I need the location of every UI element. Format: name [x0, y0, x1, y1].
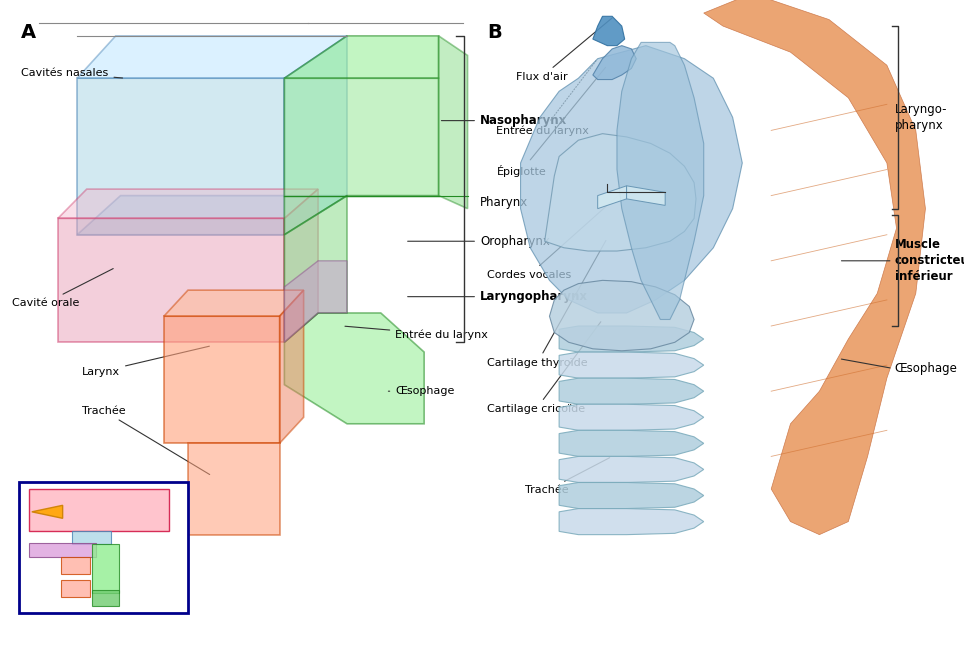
Polygon shape — [280, 290, 304, 443]
Text: Œsophage: Œsophage — [388, 386, 455, 396]
Polygon shape — [559, 326, 704, 352]
Polygon shape — [549, 280, 694, 351]
Text: Flux d'air: Flux d'air — [516, 18, 612, 82]
Text: Larynx: Larynx — [82, 346, 209, 377]
Text: Épiglotte: Épiglotte — [496, 67, 605, 177]
Polygon shape — [593, 46, 636, 80]
Polygon shape — [559, 378, 704, 404]
Text: Cordes vocales: Cordes vocales — [487, 194, 620, 280]
Polygon shape — [704, 0, 925, 535]
Text: Trachée: Trachée — [525, 458, 609, 496]
Text: Muscle
constricteur
inférieur: Muscle constricteur inférieur — [895, 238, 964, 284]
Bar — [29, 543, 96, 557]
Text: Entrée du larynx: Entrée du larynx — [345, 326, 488, 340]
Polygon shape — [188, 443, 280, 535]
Text: Cavité orale: Cavité orale — [12, 269, 113, 308]
Polygon shape — [164, 290, 304, 316]
Polygon shape — [559, 509, 704, 535]
Bar — [61, 580, 90, 597]
Polygon shape — [545, 134, 696, 251]
Text: Laryngopharynx: Laryngopharynx — [480, 290, 588, 303]
Bar — [61, 557, 90, 574]
Polygon shape — [284, 261, 347, 342]
Text: Cartilage cricoïde: Cartilage cricoïde — [487, 321, 601, 415]
Polygon shape — [77, 36, 347, 78]
Polygon shape — [284, 313, 424, 424]
Polygon shape — [439, 36, 468, 209]
Text: Pharynx: Pharynx — [480, 196, 528, 209]
Polygon shape — [77, 78, 284, 235]
Polygon shape — [521, 46, 742, 313]
Text: Laryngo-
pharynx: Laryngo- pharynx — [895, 103, 947, 132]
Polygon shape — [284, 189, 318, 342]
Text: Cartilage thyroïde: Cartilage thyroïde — [487, 241, 606, 368]
Bar — [72, 531, 111, 544]
Polygon shape — [593, 16, 625, 46]
Polygon shape — [58, 218, 284, 342]
Polygon shape — [559, 456, 704, 482]
Polygon shape — [617, 42, 704, 319]
Bar — [92, 544, 119, 593]
Polygon shape — [627, 186, 665, 205]
Bar — [92, 590, 119, 606]
Text: Œsophage: Œsophage — [895, 362, 957, 375]
Polygon shape — [284, 36, 439, 78]
Text: A: A — [21, 23, 37, 42]
Polygon shape — [284, 196, 347, 342]
Polygon shape — [284, 36, 347, 235]
Text: Cavités nasales: Cavités nasales — [21, 68, 122, 78]
Text: B: B — [487, 23, 501, 42]
Bar — [29, 489, 169, 531]
Text: Nasopharynx: Nasopharynx — [480, 114, 568, 127]
Polygon shape — [58, 189, 318, 218]
Text: Trachée: Trachée — [82, 406, 210, 475]
Polygon shape — [77, 196, 347, 235]
Polygon shape — [559, 430, 704, 456]
Polygon shape — [32, 505, 63, 518]
FancyBboxPatch shape — [19, 482, 188, 613]
Polygon shape — [559, 482, 704, 509]
Polygon shape — [559, 352, 704, 378]
Polygon shape — [559, 404, 704, 430]
Polygon shape — [284, 78, 439, 235]
Text: Oropharynx: Oropharynx — [480, 235, 549, 248]
Polygon shape — [164, 316, 280, 443]
Text: Entrée du larynx: Entrée du larynx — [496, 61, 596, 136]
Polygon shape — [598, 186, 627, 209]
